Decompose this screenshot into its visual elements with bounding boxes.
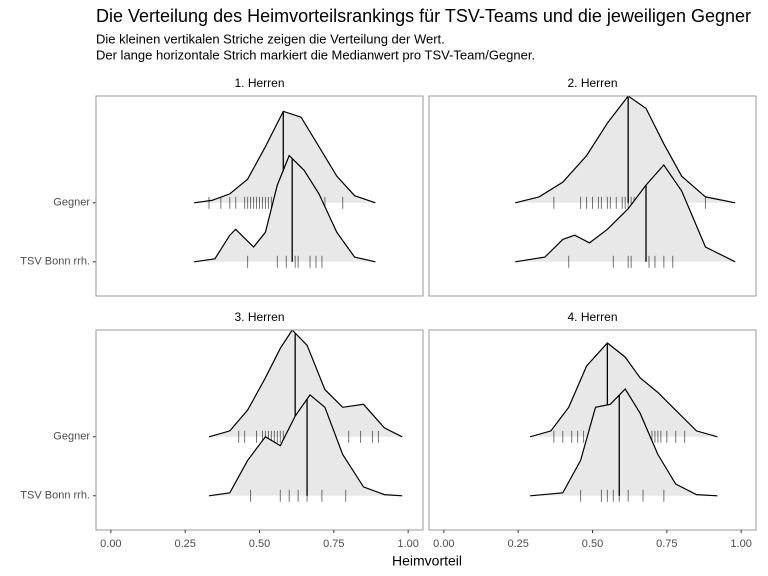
y-tick-label: Gegner: [53, 431, 90, 443]
density-area: [194, 111, 376, 203]
density-area: [515, 96, 736, 203]
density-area: [530, 389, 718, 496]
density-line: [529, 342, 718, 438]
facet-title: 1. Herren: [234, 76, 284, 90]
density-line: [194, 110, 376, 204]
chart-title: Die Verteilung des Heimvorteilsrankings …: [96, 6, 751, 26]
density-area: [209, 330, 403, 437]
y-tick-label: Gegner: [53, 197, 90, 209]
density-line: [208, 330, 403, 438]
x-tick-label: 1.00: [397, 538, 418, 550]
panel: [208, 330, 403, 502]
panel: [515, 96, 736, 268]
x-tick-label: 0.75: [656, 538, 677, 550]
x-tick-label: 0.00: [100, 538, 121, 550]
panel-border: [428, 95, 757, 297]
x-tick-label: 0.75: [323, 538, 344, 550]
density-line: [515, 164, 736, 263]
y-tick-label: TSV Bonn rrh.: [20, 256, 90, 268]
facet-title: 3. Herren: [234, 310, 284, 324]
chart-subtitle: Die kleinen vertikalen Striche zeigen di…: [96, 31, 445, 46]
density-area: [209, 394, 403, 496]
y-tick-label: TSV Bonn rrh.: [20, 490, 90, 502]
x-tick-label: 0.00: [433, 538, 454, 550]
x-tick-label: 0.50: [249, 538, 270, 550]
facet-title: 4. Herren: [567, 310, 617, 324]
panel: [194, 110, 376, 268]
x-tick-label: 0.50: [582, 538, 603, 550]
density-line: [530, 388, 718, 497]
panel-border: [95, 95, 424, 297]
facet-title: 2. Herren: [567, 76, 617, 90]
x-tick-label: 0.25: [174, 538, 195, 550]
x-axis-label: Heimvorteil: [392, 553, 462, 569]
density-area: [194, 155, 376, 262]
panel: [529, 342, 718, 502]
chart-subtitle: Der lange horizontale Strich markiert di…: [96, 47, 535, 62]
density-line: [194, 154, 376, 263]
density-line: [208, 394, 403, 497]
x-tick-label: 0.25: [507, 538, 528, 550]
x-tick-label: 1.00: [730, 538, 751, 550]
density-line: [515, 96, 736, 204]
